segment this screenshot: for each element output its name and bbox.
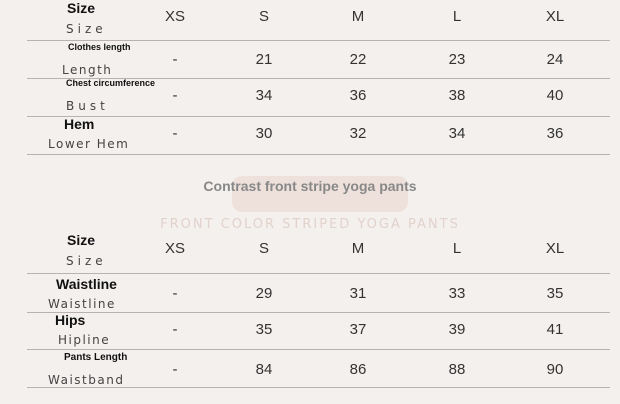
size-column-header: L [452,240,462,257]
row-label: Hips [55,312,86,328]
size-column-header: L [452,8,462,25]
row-divider [27,349,610,350]
table-cell: 39 [448,321,466,338]
row-divider [27,387,610,388]
size-column-header: S [258,8,270,25]
row-sublabel: Bust [66,99,109,113]
size-column-header: XS [164,8,186,25]
size-column-header: S [258,240,270,257]
row-sublabel: Waistline [48,297,116,311]
table-cell: 31 [349,285,367,302]
table-cell: 35 [546,285,564,302]
size-header-sub: Size [66,254,107,268]
row-divider [27,273,610,274]
row-divider [27,312,610,313]
table-cell: 34 [255,87,273,104]
section-title-background [232,176,408,212]
table-cell: - [172,87,178,104]
row-sublabel: Lower Hem [48,137,130,151]
row-divider [27,78,610,79]
size-header-label: Size [67,232,96,248]
row-divider [27,116,610,117]
row-sublabel: Length [62,63,113,77]
size-header-label: Size [67,0,96,16]
section-title: Contrast front stripe yoga pants [203,178,417,194]
table-cell: 88 [448,361,466,378]
section-subtitle: FRONT COLOR STRIPED YOGA PANTS [160,217,460,232]
size-header-sub: Size [66,22,107,36]
row-label: Pants Length [64,352,128,363]
table-cell: - [172,125,178,142]
table-cell: 90 [546,361,564,378]
row-divider [27,154,610,155]
row-label: Clothes length [68,42,131,52]
table-cell: 33 [448,285,466,302]
row-sublabel: Hipline [58,333,111,347]
row-divider [27,40,610,41]
size-column-header: M [351,240,365,257]
table-cell: 24 [546,51,564,68]
row-label: Chest circumference [66,78,156,88]
table-cell: - [172,285,178,302]
table-cell: 34 [448,125,466,142]
table-cell: 22 [349,51,367,68]
table-cell: 84 [255,361,273,378]
table-cell: 86 [349,361,367,378]
table-cell: 23 [448,51,466,68]
table-cell: 29 [255,285,273,302]
size-column-header: XL [545,240,565,257]
table-cell: 37 [349,321,367,338]
table-cell: 30 [255,125,273,142]
table-cell: 35 [255,321,273,338]
table-cell: - [172,321,178,338]
row-sublabel: Waistband [48,373,125,387]
row-label: Hem [64,116,95,132]
table-cell: 41 [546,321,564,338]
table-cell: 21 [255,51,273,68]
row-label: Waistline [56,276,117,292]
size-column-header: M [351,8,365,25]
table-cell: - [172,361,178,378]
table-cell: - [172,51,178,68]
table-cell: 38 [448,87,466,104]
size-column-header: XS [164,240,186,257]
table-cell: 36 [349,87,367,104]
table-cell: 32 [349,125,367,142]
size-column-header: XL [545,8,565,25]
table-cell: 36 [546,125,564,142]
table-cell: 40 [546,87,564,104]
